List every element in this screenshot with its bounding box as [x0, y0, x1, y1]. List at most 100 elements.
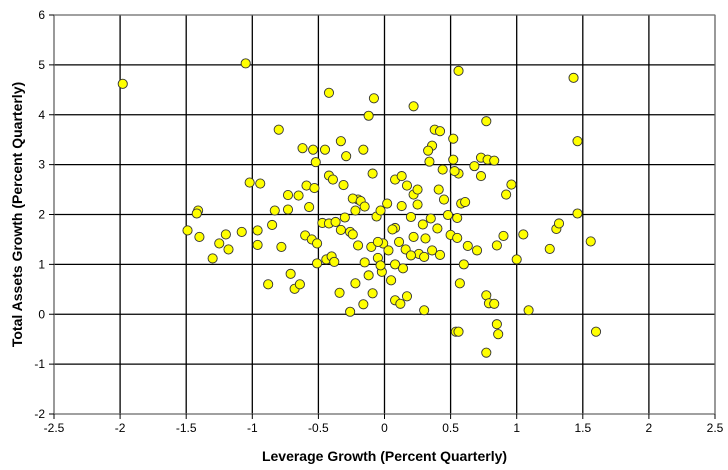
data-point	[460, 196, 471, 208]
data-point	[481, 347, 492, 358]
data-point	[252, 239, 263, 250]
data-point	[572, 136, 583, 147]
data-point	[387, 224, 398, 235]
x-tick-label: 1	[513, 421, 520, 435]
data-point	[304, 201, 315, 213]
data-point	[434, 126, 446, 137]
data-point	[386, 275, 397, 286]
data-point	[347, 229, 358, 240]
data-point	[345, 306, 356, 317]
data-point	[359, 201, 370, 212]
data-point	[358, 299, 369, 310]
x-tick-label: 0.5	[442, 421, 459, 435]
data-point	[358, 144, 369, 155]
data-point	[489, 298, 500, 309]
data-point	[401, 180, 413, 191]
data-point	[269, 205, 280, 216]
data-point	[412, 184, 423, 195]
x-tick-label: -0.5	[308, 421, 329, 435]
data-point	[585, 236, 596, 247]
y-tick-label: 2	[38, 208, 45, 222]
data-point	[214, 238, 225, 249]
data-point	[263, 279, 274, 290]
data-point	[353, 240, 364, 251]
data-point	[481, 116, 492, 127]
data-point	[405, 211, 416, 223]
x-tick-label: 2.5	[707, 421, 724, 435]
data-point	[382, 198, 393, 209]
y-axis-title: Total Assets Growth (Percent Quarterly)	[9, 82, 25, 347]
data-points	[117, 58, 602, 358]
data-point	[449, 166, 460, 177]
data-point	[395, 298, 406, 309]
data-point	[182, 225, 193, 236]
data-point	[312, 258, 323, 269]
data-point	[493, 329, 504, 340]
data-point	[267, 219, 278, 231]
data-point	[417, 219, 428, 230]
data-point	[396, 200, 407, 212]
data-point	[544, 243, 555, 254]
data-point	[553, 218, 565, 229]
y-tick-label: 0	[38, 307, 45, 321]
data-point	[419, 305, 430, 316]
data-point	[471, 245, 483, 256]
data-point	[469, 161, 480, 172]
data-point	[223, 244, 234, 255]
data-point	[366, 241, 377, 252]
data-point	[491, 319, 502, 330]
data-point	[255, 178, 266, 189]
data-point	[390, 259, 401, 270]
data-point	[191, 208, 202, 219]
data-point	[453, 326, 464, 337]
data-point	[350, 278, 361, 289]
data-point	[309, 183, 320, 194]
data-point	[383, 245, 394, 256]
x-tick-label: -2.5	[44, 421, 65, 435]
data-point	[408, 231, 419, 242]
data-point	[367, 168, 378, 179]
data-point	[452, 232, 463, 243]
data-point	[568, 72, 579, 83]
data-point	[338, 180, 349, 191]
y-tick-label: 6	[38, 8, 45, 22]
data-point	[433, 184, 444, 195]
data-point	[323, 87, 335, 98]
x-tick-label: -1.5	[176, 421, 197, 435]
data-point	[462, 240, 473, 251]
data-point	[452, 212, 463, 224]
data-point	[367, 288, 378, 299]
data-point	[498, 230, 509, 241]
x-axis-ticks: -2.5 -2 -1.5 -1 -0.5 0 0.5 1 1.5 2 2.5	[44, 414, 724, 435]
data-point	[442, 209, 454, 221]
data-point	[448, 154, 459, 165]
data-point	[240, 58, 251, 69]
data-point	[335, 224, 346, 236]
x-tick-label: 0	[381, 421, 388, 435]
data-point	[293, 190, 304, 201]
data-point	[329, 256, 340, 267]
data-point	[454, 278, 465, 289]
y-tick-label: -2	[34, 407, 45, 421]
data-point	[282, 189, 294, 201]
x-tick-label: -2	[115, 421, 126, 435]
data-point	[453, 65, 464, 76]
data-point	[294, 279, 305, 290]
data-point	[363, 110, 374, 121]
data-point	[491, 240, 502, 251]
data-point	[438, 194, 450, 205]
data-point	[448, 133, 459, 144]
data-point	[434, 249, 446, 260]
data-point	[425, 213, 436, 224]
data-point	[244, 177, 255, 188]
data-point	[194, 231, 205, 242]
data-point	[335, 136, 346, 147]
x-tick-label: 1.5	[574, 421, 591, 435]
y-axis-ticks: -2 -1 0 1 2 3 4 5 6	[34, 8, 54, 421]
data-point	[437, 164, 448, 175]
data-point	[511, 254, 522, 265]
data-point	[368, 93, 379, 104]
data-point	[273, 124, 284, 135]
data-point	[506, 179, 517, 190]
